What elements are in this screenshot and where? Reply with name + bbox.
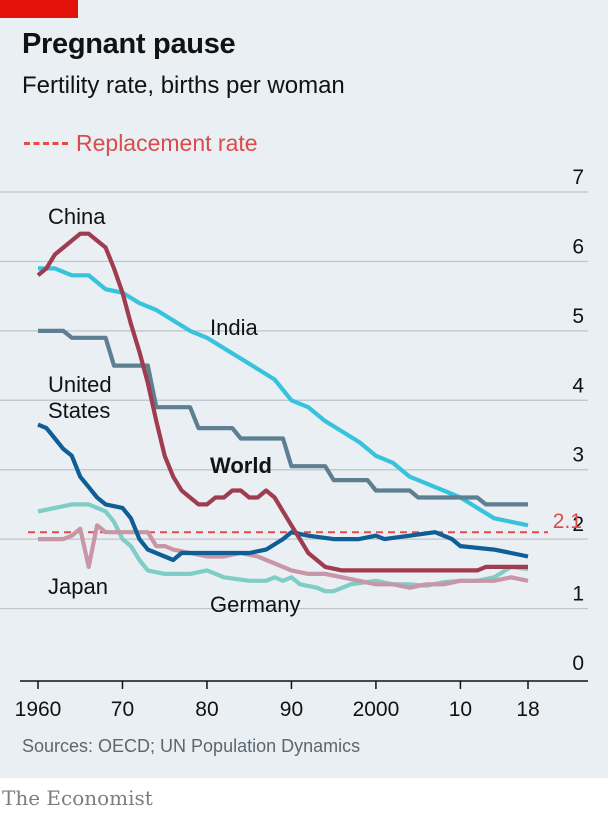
replacement-rate-swatch (24, 141, 68, 145)
series-label-world: World (210, 453, 272, 478)
series-line-china (36, 231, 528, 573)
x-tick-label: 10 (449, 698, 472, 721)
series-line-world (38, 328, 528, 507)
x-tick-label: 90 (280, 698, 303, 721)
legend-replacement-label: Replacement rate (76, 129, 258, 156)
series-lines (36, 231, 529, 594)
source-note: Sources: OECD; UN Population Dynamics (22, 736, 361, 756)
y-tick-label: 7 (572, 166, 584, 189)
fertility-chart: 0 1 2 3 4 5 6 7 1960 70 80 90 2000 10 18 2.1 China Ind… (0, 166, 588, 721)
y-tick-label: 3 (572, 444, 584, 467)
x-tick-label: 1960 (15, 698, 62, 721)
economist-brand: The Economist (2, 786, 153, 810)
series-label-japan: Japan (48, 574, 108, 599)
y-tick-label: 4 (572, 374, 584, 397)
chart-title: Pregnant pause (22, 28, 236, 60)
x-tick-label: 70 (111, 698, 134, 721)
y-tick-label: 0 (572, 652, 584, 675)
series-line-japan (38, 523, 529, 590)
series-label-india: India (210, 315, 258, 340)
x-tick-label: 2000 (353, 698, 400, 721)
series-label-united_states: States (48, 398, 110, 423)
x-tick-label: 18 (516, 698, 539, 721)
economist-red-tag (0, 0, 78, 18)
y-axis-labels: 0 1 2 3 4 5 6 7 (572, 166, 584, 675)
y-tick-label: 2 (572, 513, 584, 536)
chart-subtitle: Fertility rate, births per woman (22, 72, 345, 99)
series-line-germany (37, 502, 529, 594)
y-tick-label: 5 (572, 305, 584, 328)
x-axis-ticks: 1960 70 80 90 2000 10 18 (15, 681, 540, 721)
series-line-united_states (37, 422, 529, 563)
legend: Replacement rate (24, 128, 258, 158)
series-label-united_states: United (48, 372, 112, 397)
series-label-china: China (48, 204, 106, 229)
y-tick-label: 1 (572, 583, 584, 606)
series-line-india (38, 266, 529, 528)
y-tick-label: 6 (572, 235, 584, 258)
replacement-rate-value: 2.1 (553, 510, 582, 533)
chart-panel (0, 0, 608, 778)
series-label-germany: Germany (210, 592, 300, 617)
x-tick-label: 80 (195, 698, 218, 721)
